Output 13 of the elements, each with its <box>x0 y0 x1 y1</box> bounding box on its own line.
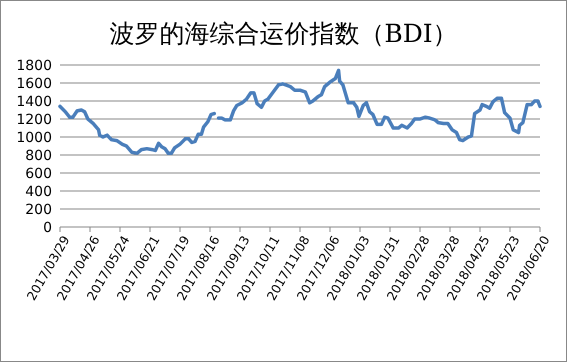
line-series <box>216 68 542 142</box>
y-tick-label: 1600 <box>16 76 52 92</box>
y-tick-label: 600 <box>25 166 52 182</box>
line-series <box>58 104 216 155</box>
y-tick-label: 400 <box>25 184 52 200</box>
y-tick-label: 1200 <box>16 112 52 128</box>
y-tick-label: 1800 <box>16 58 52 74</box>
y-tick-label: 1400 <box>16 94 52 110</box>
y-tick-label: 1000 <box>16 130 52 146</box>
chart-title: 波罗的海综合运价指数（BDI） <box>109 19 458 48</box>
y-tick-label: 0 <box>43 220 52 236</box>
y-tick-label: 800 <box>25 148 52 164</box>
y-tick-label: 200 <box>25 202 52 218</box>
